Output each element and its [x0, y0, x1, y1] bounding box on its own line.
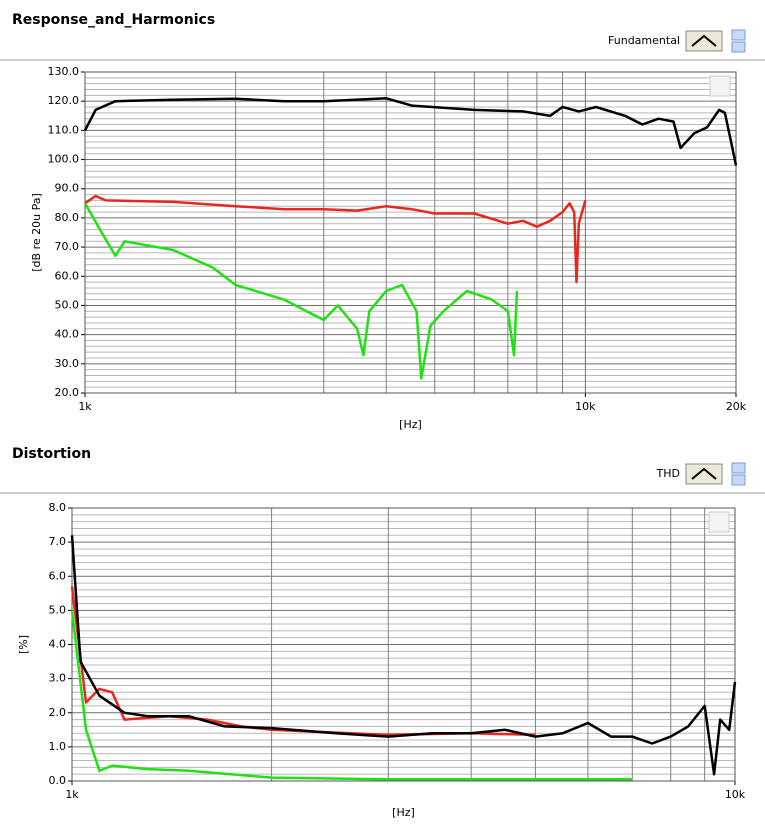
y-tick-label: 2.0	[49, 706, 67, 719]
selector-box[interactable]	[685, 463, 723, 485]
y-tick-label: 6.0	[49, 569, 67, 582]
x-tick-label: 10k	[725, 788, 746, 801]
y-tick-label: 100.0	[48, 153, 80, 166]
spin-up[interactable]	[731, 29, 746, 41]
x-tick-label: 20k	[726, 400, 747, 413]
selector-box[interactable]	[685, 30, 723, 52]
chart-title: Response_and_Harmonics	[12, 12, 215, 28]
y-tick-label: 5.0	[49, 603, 67, 616]
y-tick-label: 0.0	[49, 774, 67, 787]
y-tick-label: 50.0	[55, 298, 80, 311]
y-tick-label: 110.0	[48, 123, 80, 136]
y-tick-label: 70.0	[55, 240, 80, 253]
selector-icon	[691, 34, 717, 47]
plot-selector[interactable]	[685, 29, 746, 53]
chart-title: Distortion	[12, 446, 91, 462]
selector-icon	[691, 467, 717, 480]
y-axis-label: [%]	[17, 635, 30, 654]
data-line	[70, 535, 737, 776]
spin-down[interactable]	[731, 41, 746, 53]
plot-frame	[71, 507, 736, 782]
corner-icon	[709, 75, 731, 97]
plot-selector-label: Fundamental	[608, 34, 680, 47]
x-tick-label: 1k	[65, 788, 79, 801]
y-axis-label: [dB re 20u Pa]	[30, 193, 43, 272]
plot-selector-label: THD	[656, 467, 680, 480]
y-tick-label: 7.0	[49, 535, 67, 548]
y-tick-label: 90.0	[55, 182, 80, 195]
y-tick-label: 4.0	[49, 638, 67, 651]
y-tick-label: 130.0	[48, 65, 80, 78]
plot-area	[85, 72, 736, 393]
y-tick-label: 3.0	[49, 672, 67, 685]
data-line	[70, 610, 633, 781]
data-line	[83, 97, 738, 166]
data-line	[84, 194, 587, 284]
spin-up[interactable]	[731, 462, 746, 474]
x-axis-label: [Hz]	[399, 418, 422, 431]
y-tick-label: 120.0	[48, 94, 80, 107]
corner-icon	[708, 511, 730, 533]
spin-down[interactable]	[731, 474, 746, 486]
plot-selector[interactable]	[685, 462, 746, 486]
y-tick-label: 8.0	[49, 501, 67, 514]
y-tick-label: 40.0	[55, 328, 80, 341]
plot-frame	[84, 71, 737, 394]
y-tick-label: 1.0	[49, 740, 67, 753]
y-tick-label: 30.0	[55, 357, 80, 370]
y-tick-label: 20.0	[55, 386, 80, 399]
y-tick-label: 80.0	[55, 211, 80, 224]
x-tick-label: 1k	[78, 400, 92, 413]
y-tick-label: 60.0	[55, 269, 80, 282]
data-line	[83, 202, 519, 380]
x-axis-label: [Hz]	[392, 806, 415, 819]
x-tick-label: 10k	[575, 400, 596, 413]
